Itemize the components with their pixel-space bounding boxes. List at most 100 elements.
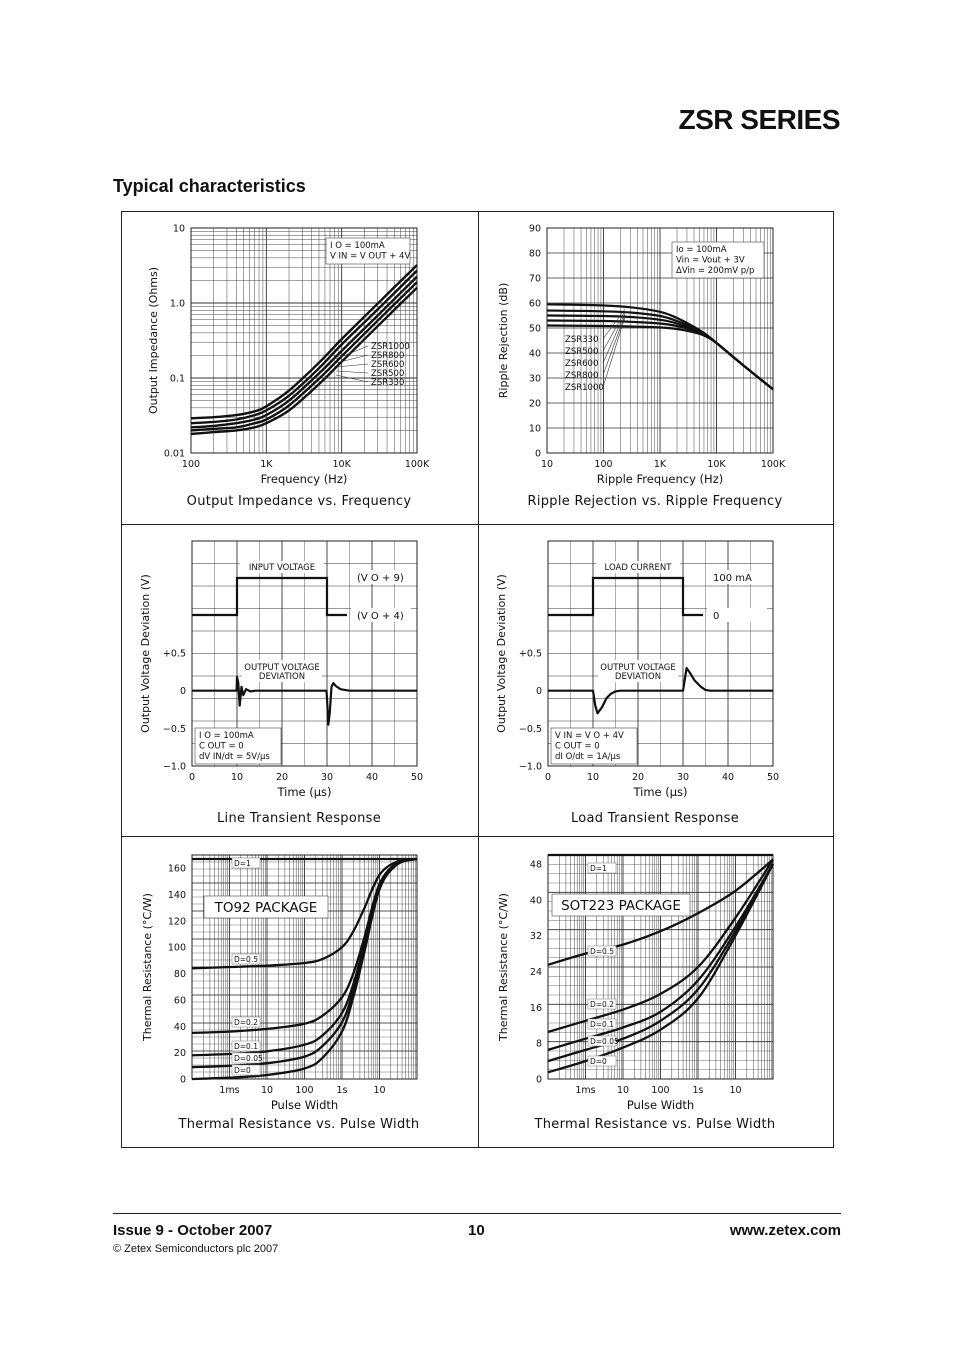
x-tick-label: 100K xyxy=(761,459,786,470)
duty-label: D=0.2 xyxy=(590,1000,614,1009)
series-line-zsr1000 xyxy=(546,324,774,391)
pulse-label-bg xyxy=(596,561,680,573)
legend-label: ZSR1000 xyxy=(371,342,410,352)
pulse-waveform xyxy=(192,576,347,617)
y-tick-label: 0 xyxy=(536,1075,542,1086)
y-axis-label: Output Impedance (Ohms) xyxy=(147,267,160,414)
duty-label-bg xyxy=(231,857,261,869)
x-tick-label: 30 xyxy=(677,772,689,783)
pulse-level-bg xyxy=(351,608,411,622)
deviation-trace xyxy=(192,676,417,726)
y-tick-label: +0.5 xyxy=(163,649,186,660)
y-tick-label: 0.1 xyxy=(170,374,185,385)
y-tick-label: 0 xyxy=(535,449,541,460)
y-tick-label: 20 xyxy=(529,399,541,410)
x-tick-label: 1ms xyxy=(219,1085,239,1096)
condition-label: C OUT = 0 xyxy=(199,742,244,752)
page-number: 10 xyxy=(468,1222,485,1239)
x-tick-label: 0 xyxy=(545,772,551,783)
duty-label: D=0.1 xyxy=(234,1042,258,1051)
series-line-d-0 xyxy=(191,857,418,1081)
x-axis-label: Pulse Width xyxy=(627,1098,694,1112)
duty-label: D=1 xyxy=(234,859,251,868)
deviation-label-bg xyxy=(242,660,322,682)
chart-title: Output Impedance vs. Frequency xyxy=(187,494,412,509)
panel-divider xyxy=(122,836,833,837)
x-tick-label: 40 xyxy=(722,772,734,783)
y-tick-label: 100 xyxy=(168,943,186,954)
plot-area xyxy=(191,854,418,1080)
condition-label: I O = 100mA xyxy=(199,731,254,741)
duty-label: D=0 xyxy=(234,1066,251,1075)
duty-label-bg xyxy=(587,998,617,1010)
pulse-high-label: (V O + 9) xyxy=(357,573,404,584)
legend-leader xyxy=(335,374,369,383)
legend-leader xyxy=(602,312,626,364)
pulse-low-label: 0 xyxy=(713,611,719,622)
y-axis-label: Ripple Rejection (dB) xyxy=(497,283,510,398)
y-tick-label: −1.0 xyxy=(519,762,542,773)
pulse-label: INPUT VOLTAGE xyxy=(249,563,315,573)
legend-leader xyxy=(335,363,369,368)
x-tick-label: 1K xyxy=(654,459,667,470)
y-axis-label: Thermal Resistance (°C/W) xyxy=(141,893,154,1042)
duty-label-bg xyxy=(587,1018,617,1030)
y-tick-label: 48 xyxy=(530,859,542,870)
y-tick-label: 32 xyxy=(530,931,542,942)
y-tick-label: 120 xyxy=(168,916,186,927)
duty-label-bg xyxy=(587,945,617,957)
condition-label: V IN = V O + 4V xyxy=(555,731,624,741)
deviation-label-bg xyxy=(598,660,678,682)
y-tick-label: 24 xyxy=(530,967,542,978)
x-tick-label: 10 xyxy=(587,772,599,783)
duty-label-bg xyxy=(587,862,617,874)
pulse-label: LOAD CURRENT xyxy=(605,563,673,573)
load-transient-chart: 0 10 20 30 40 50 +0.5 0 −0.5 −1.0 LOAD CURRENT 100 … xyxy=(495,540,779,826)
deviation-label: DEVIATION xyxy=(615,672,661,682)
series-line-d-005 xyxy=(547,863,775,1063)
x-tick-label: 10 xyxy=(541,459,553,470)
y-tick-label: 80 xyxy=(529,249,541,260)
deviation-label: OUTPUT VOLTAGE xyxy=(244,663,319,673)
legend-leader xyxy=(602,316,626,388)
y-tick-label: 30 xyxy=(529,374,541,385)
duty-label-bg xyxy=(587,1035,617,1047)
annotation-box xyxy=(325,237,411,265)
y-tick-label: 0 xyxy=(180,686,186,697)
chart-grid-frame xyxy=(121,211,834,1148)
chart-title: Ripple Rejection vs. Ripple Frequency xyxy=(527,494,782,509)
y-tick-label: 40 xyxy=(529,349,541,360)
condition-label: I O = 100mA xyxy=(330,241,385,251)
legend-label: ZSR600 xyxy=(565,359,598,369)
x-tick-label: 10 xyxy=(729,1085,741,1096)
condition-label: dV IN/dt = 5V/µs xyxy=(199,752,270,762)
line-transient-chart: 0 10 20 30 40 50 +0.5 0 −0.5 −1.0 INPUT VOLTAGE (V … xyxy=(139,540,423,826)
x-axis-label: Frequency (Hz) xyxy=(261,472,348,486)
x-tick-label: 100 xyxy=(182,459,200,470)
y-tick-label: 40 xyxy=(174,1022,186,1033)
duty-label: D=0.05 xyxy=(590,1037,619,1046)
x-axis-label: Time (µs) xyxy=(276,785,331,799)
x-tick-label: 100 xyxy=(594,459,612,470)
thermal-to92-chart: 1ms 10 100 1s 10020406080100120140160D=1D=0.… xyxy=(141,854,419,1132)
condition-label: ΔVin = 200mV p/p xyxy=(676,266,754,276)
footer-website[interactable]: www.zetex.com xyxy=(729,1222,841,1239)
x-tick-label: 1s xyxy=(693,1085,704,1096)
series-line-d-05 xyxy=(547,858,774,966)
x-tick-label: 100K xyxy=(405,459,430,470)
x-tick-label: 20 xyxy=(632,772,644,783)
y-tick-label: −1.0 xyxy=(163,762,186,773)
y-tick-label: −0.5 xyxy=(519,724,542,735)
duty-label-bg xyxy=(231,1052,261,1064)
legend-label: ZSR1000 xyxy=(565,383,604,393)
duty-label-bg xyxy=(231,1064,261,1076)
chart-title: Thermal Resistance vs. Pulse Width xyxy=(534,1117,776,1132)
plot-area xyxy=(547,540,774,767)
footer-copyright: © Zetex Semiconductors plc 2007 xyxy=(113,1243,279,1255)
y-tick-label: 0 xyxy=(536,686,542,697)
annotation-box xyxy=(671,241,765,279)
x-tick-label: 50 xyxy=(411,772,423,783)
condition-label: V IN = V OUT + 4V xyxy=(330,252,410,262)
deviation-label: OUTPUT VOLTAGE xyxy=(600,663,675,673)
